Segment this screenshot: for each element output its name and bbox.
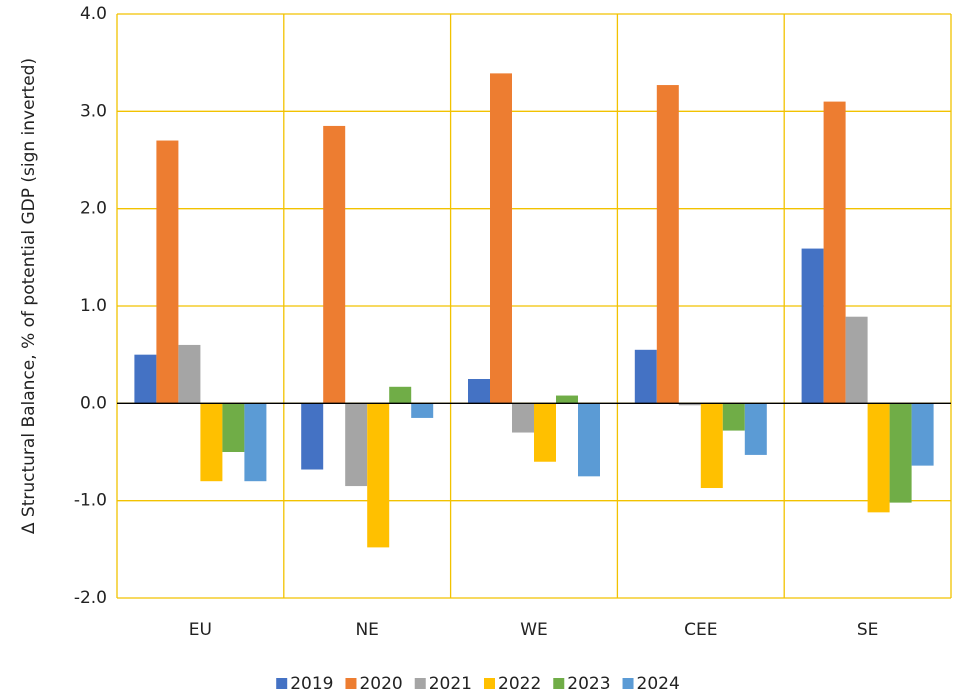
legend-label: 2020 xyxy=(359,674,402,694)
legend-label: 2021 xyxy=(429,674,472,694)
bar xyxy=(823,101,846,404)
bar xyxy=(222,403,245,452)
y-tick-label: 0.0 xyxy=(80,393,107,413)
bar xyxy=(411,403,434,418)
legend-swatch xyxy=(553,678,565,689)
bar xyxy=(634,349,657,404)
bar xyxy=(200,403,223,482)
y-axis-label: Δ Structural Balance, % of potential GDP… xyxy=(19,57,39,535)
x-tick-label: CEE xyxy=(684,620,717,640)
y-tick-label: 4.0 xyxy=(80,4,107,24)
x-tick-label: SE xyxy=(857,620,879,640)
legend-label: 2023 xyxy=(567,674,610,694)
bar xyxy=(244,403,267,482)
bar xyxy=(801,248,824,404)
bar xyxy=(744,403,767,455)
bar xyxy=(911,403,934,466)
y-tick-label: 3.0 xyxy=(80,101,107,121)
bar xyxy=(867,403,890,513)
y-tick-label: 1.0 xyxy=(80,296,107,316)
bar xyxy=(534,403,556,462)
y-tick-label: 2.0 xyxy=(80,199,107,219)
bar xyxy=(845,316,868,404)
bar xyxy=(134,354,157,404)
legend-swatch xyxy=(345,678,357,689)
bar xyxy=(889,403,912,503)
bar xyxy=(468,379,490,404)
bar xyxy=(700,403,723,489)
bar xyxy=(301,403,324,470)
legend-swatch xyxy=(484,678,495,689)
bar xyxy=(389,386,412,404)
bar xyxy=(722,403,745,431)
legend-swatch xyxy=(414,678,426,689)
legend-swatch xyxy=(276,678,288,689)
y-tick-label: -1.0 xyxy=(74,491,107,511)
y-tick-label: -2.0 xyxy=(74,588,107,608)
bar xyxy=(490,73,512,404)
bar xyxy=(512,403,534,433)
x-tick-label: WE xyxy=(520,620,548,640)
bar xyxy=(345,403,368,487)
bar xyxy=(556,395,578,404)
legend-label: 2022 xyxy=(498,674,541,694)
legend-label: 2024 xyxy=(637,674,680,694)
bar xyxy=(578,403,600,477)
bar xyxy=(367,403,390,548)
legend-label: 2019 xyxy=(290,674,333,694)
bar xyxy=(323,125,346,404)
x-tick-label: EU xyxy=(189,620,212,640)
legend-swatch xyxy=(622,678,634,689)
bar xyxy=(156,140,179,404)
x-tick-label: NE xyxy=(355,620,378,640)
bar xyxy=(178,344,201,404)
bar xyxy=(678,403,701,406)
bar xyxy=(656,85,679,404)
